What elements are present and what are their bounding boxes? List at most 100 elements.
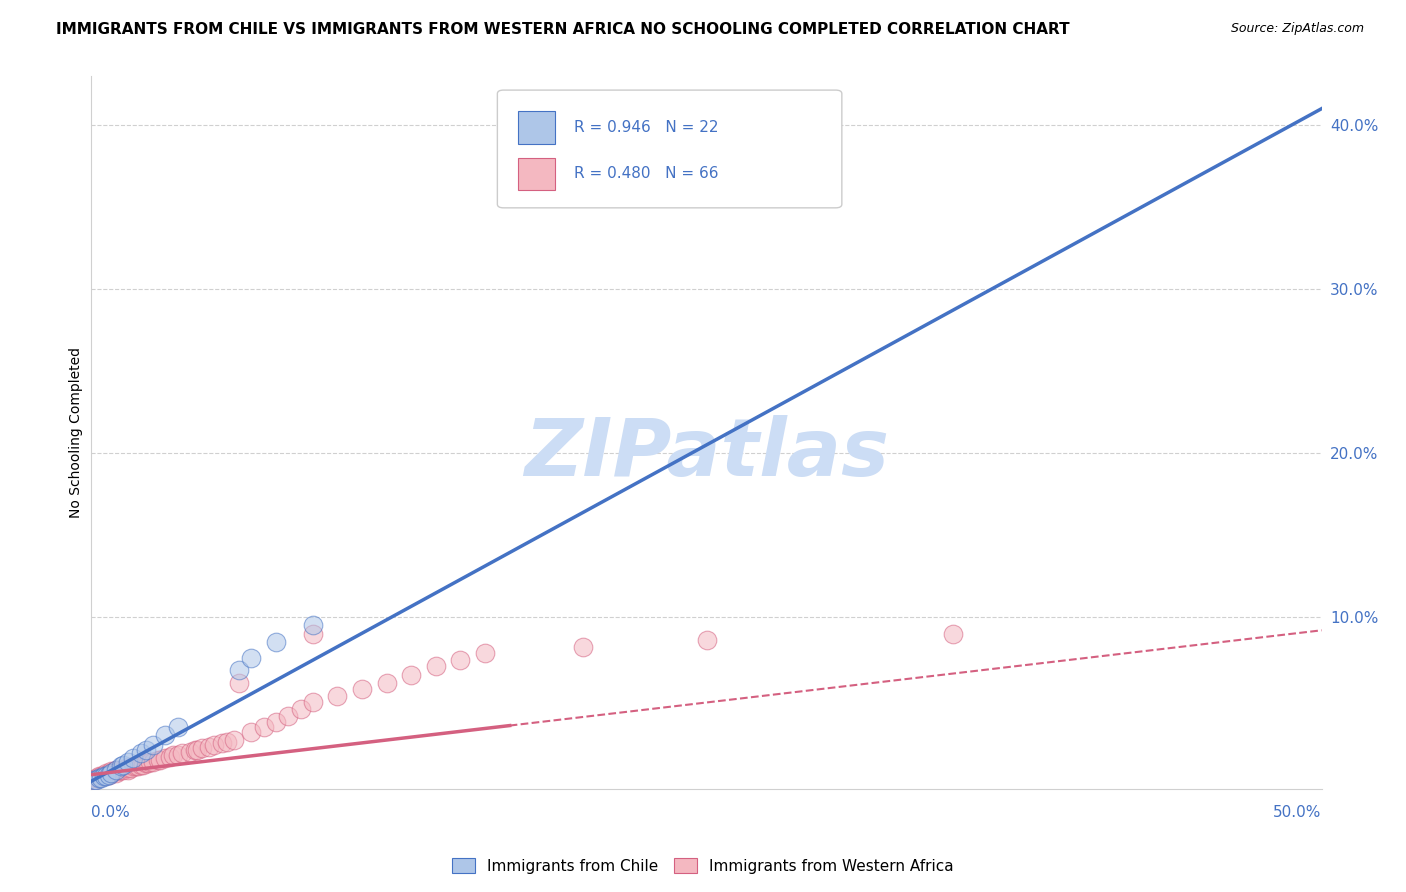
Point <box>100 764 122 779</box>
Bar <box>519 112 555 144</box>
Point <box>90 769 112 783</box>
Point <box>124 759 146 773</box>
Point <box>301 618 323 632</box>
Point <box>96 769 117 783</box>
Point <box>93 769 115 783</box>
Bar <box>519 158 555 190</box>
Point <box>222 733 246 747</box>
Point <box>202 738 225 752</box>
Point <box>105 763 127 777</box>
Point <box>117 763 139 777</box>
Point <box>86 772 108 787</box>
Point <box>191 741 214 756</box>
Point <box>112 757 135 772</box>
Point <box>159 749 181 764</box>
Legend: Immigrants from Chile, Immigrants from Western Africa: Immigrants from Chile, Immigrants from W… <box>446 852 960 880</box>
Point <box>183 743 207 757</box>
Point <box>211 737 233 751</box>
Point <box>100 766 122 780</box>
Point <box>149 753 172 767</box>
Point <box>277 708 299 723</box>
Point <box>87 771 110 785</box>
Point <box>129 747 152 761</box>
Point <box>228 663 250 677</box>
Point <box>301 626 323 640</box>
Point <box>264 634 287 648</box>
Point <box>253 720 276 734</box>
Point <box>572 640 595 654</box>
Point <box>240 725 263 739</box>
Point <box>474 646 496 660</box>
Point <box>179 745 201 759</box>
Point <box>103 764 125 779</box>
Point <box>90 771 112 785</box>
Point <box>198 739 221 754</box>
Point <box>83 772 105 787</box>
Text: 0.0%: 0.0% <box>91 805 131 821</box>
Point <box>110 759 132 773</box>
Point <box>122 751 145 765</box>
FancyBboxPatch shape <box>498 90 842 208</box>
Point <box>172 747 194 761</box>
Point <box>96 767 117 781</box>
Point <box>110 763 132 777</box>
Point <box>142 755 165 769</box>
Point <box>97 767 120 781</box>
Text: IMMIGRANTS FROM CHILE VS IMMIGRANTS FROM WESTERN AFRICA NO SCHOOLING COMPLETED C: IMMIGRANTS FROM CHILE VS IMMIGRANTS FROM… <box>56 22 1070 37</box>
Point <box>97 766 120 780</box>
Point <box>153 728 177 742</box>
Y-axis label: No Schooling Completed: No Schooling Completed <box>69 347 83 518</box>
Point <box>135 756 156 771</box>
Point <box>425 659 447 673</box>
Text: 50.0%: 50.0% <box>1274 805 1322 821</box>
Point <box>105 766 127 780</box>
Point <box>146 753 169 767</box>
Text: Source: ZipAtlas.com: Source: ZipAtlas.com <box>1230 22 1364 36</box>
Point <box>449 653 471 667</box>
Point <box>162 747 184 762</box>
Text: ZIPatlas: ZIPatlas <box>524 415 889 493</box>
Text: R = 0.946   N = 22: R = 0.946 N = 22 <box>574 120 718 135</box>
Point <box>215 735 238 749</box>
Point <box>264 715 287 730</box>
Point <box>87 771 110 785</box>
Point <box>117 755 139 769</box>
Point <box>129 757 152 772</box>
Point <box>107 764 129 779</box>
Point <box>142 738 165 752</box>
Point <box>326 689 349 703</box>
Point <box>93 767 115 781</box>
Point <box>375 675 398 690</box>
Point <box>96 766 117 780</box>
Point <box>139 755 162 769</box>
Point <box>153 751 177 765</box>
Point <box>695 633 717 648</box>
Point <box>228 675 250 690</box>
Point <box>941 626 963 640</box>
Point <box>240 651 263 665</box>
Text: R = 0.480   N = 66: R = 0.480 N = 66 <box>574 167 718 181</box>
Point <box>136 756 159 771</box>
Point <box>122 759 145 773</box>
Point <box>86 771 108 785</box>
Point <box>186 743 208 757</box>
Point <box>166 720 188 734</box>
Point <box>83 772 105 787</box>
Point <box>114 761 138 775</box>
Point <box>352 682 374 697</box>
Point <box>105 763 127 777</box>
Point <box>127 759 149 773</box>
Point <box>132 757 155 772</box>
Point <box>112 763 135 777</box>
Point <box>97 767 120 781</box>
Point <box>120 761 142 775</box>
Point <box>93 769 115 783</box>
Point <box>135 743 156 757</box>
Point <box>100 766 122 780</box>
Point <box>117 761 139 775</box>
Point <box>399 667 422 681</box>
Point <box>87 769 110 783</box>
Point <box>301 696 323 710</box>
Point <box>290 702 312 716</box>
Point <box>166 747 188 762</box>
